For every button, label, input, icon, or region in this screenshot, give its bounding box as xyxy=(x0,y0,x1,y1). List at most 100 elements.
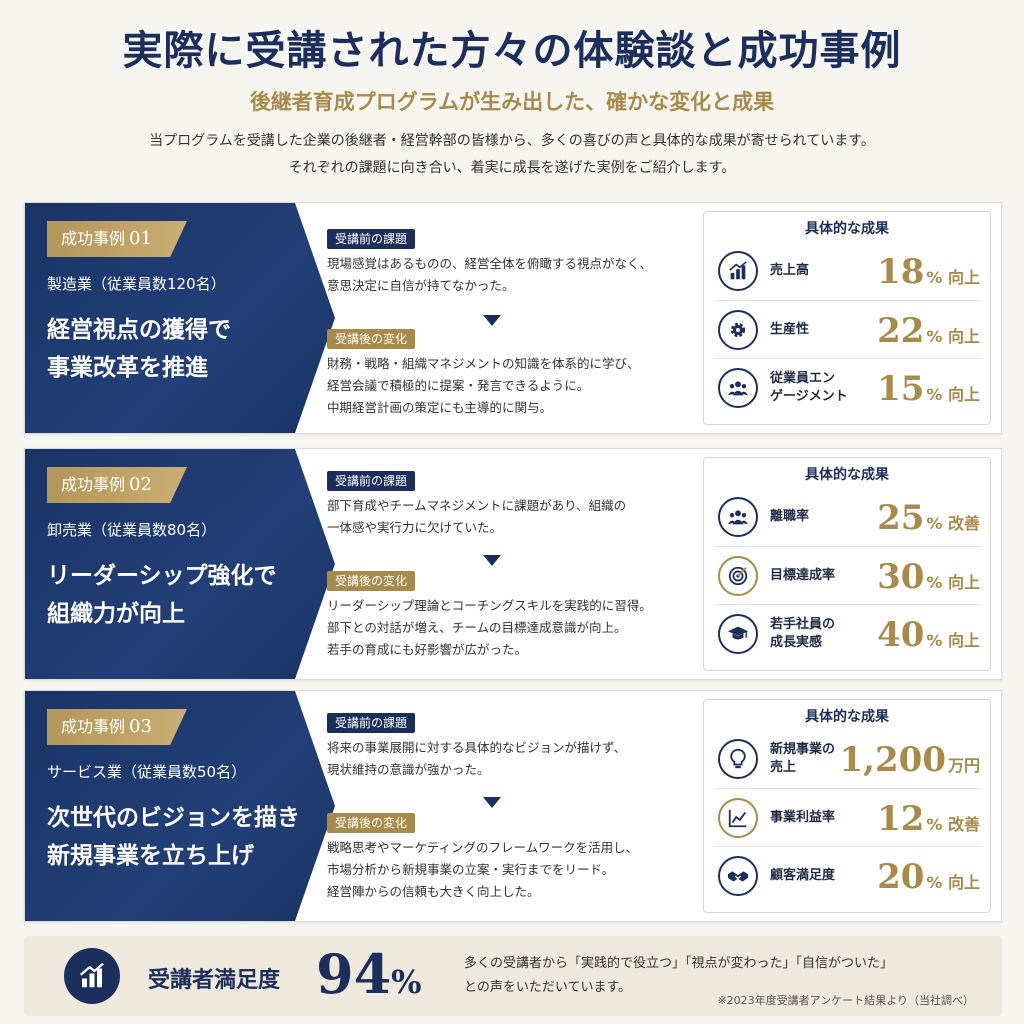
result-row: 新規事業の 売上 1,200 万円 xyxy=(714,730,982,788)
result-label: 目標達成率 xyxy=(770,568,836,583)
case-card-02: 成功事例 02 卸売業（従業員数80名） リーダーシップ強化で 組織力が向上 受講… xyxy=(24,448,1002,680)
text-line: 現状維持の意識が強かった。 xyxy=(327,762,490,777)
result-value: 18% 向上 xyxy=(877,252,980,292)
results-title: 具体的な成果 xyxy=(805,467,889,483)
intro-line: 当プログラムを受講した企業の後継者・経営幹部の皆様から、多くの喜びの声と具体的な… xyxy=(149,133,875,149)
text-line: 中期経営計画の策定にも主導的に関与。 xyxy=(327,400,553,415)
result-row: 離職率 25% 改善 xyxy=(714,488,982,546)
page-title: 実際に受講された方々の体験談と成功事例 xyxy=(122,27,902,74)
case-headline-line: 経営視点の獲得で xyxy=(47,317,231,343)
results-title: 具体的な成果 xyxy=(805,709,889,725)
satisfaction-value: 94% xyxy=(316,942,422,1006)
case-headline-line: 次世代のビジョンを描き xyxy=(47,805,300,831)
down-arrow-icon xyxy=(483,797,501,808)
results-title: 具体的な成果 xyxy=(805,221,889,237)
case-card-01: 成功事例 01 製造業（従業員数120名） 経営視点の獲得で 事業改革を推進 受講… xyxy=(24,202,1002,434)
text-line: 意思決定に自信が持てなかった。 xyxy=(327,278,515,293)
case-tag-label: 成功事例 xyxy=(61,475,126,494)
text-line: 部下育成やチームマネジメントに課題があり、組織の xyxy=(327,498,627,513)
people-icon xyxy=(718,497,758,537)
satisfaction-label: 受講者満足度 xyxy=(148,968,281,993)
case-headline: 経営視点の獲得で 事業改革を推進 xyxy=(47,311,317,387)
down-arrow-icon xyxy=(483,315,501,326)
handshake-icon xyxy=(718,856,758,896)
before-text: 将来の事業展開に対する具体的なビジョンが描けず、 現状維持の意識が強かった。 xyxy=(327,737,687,781)
case-headline-line: 事業改革を推進 xyxy=(47,355,208,381)
result-value: 1,200 万円 xyxy=(839,740,980,780)
case-industry: 卸売業（従業員数80名） xyxy=(47,521,217,539)
case-tag: 成功事例 01 xyxy=(47,221,187,257)
case-headline-line: 組織力が向上 xyxy=(47,601,185,627)
results-box: 具体的な成果 離職率 25% 改善 目標達成率 30% 向上 若手社員の 成長実感… xyxy=(703,457,991,671)
result-value: 30% 向上 xyxy=(877,557,980,597)
text-line: 財務・戦略・組織マネジメントの知識を体系的に学び、 xyxy=(327,356,640,371)
after-badge: 受講後の変化 xyxy=(327,813,416,833)
after-badge: 受講後の変化 xyxy=(327,571,416,591)
case-number: 01 xyxy=(129,228,152,249)
result-label: 事業利益率 xyxy=(770,810,836,825)
satisfaction-banner: 受講者満足度 94% 多くの受講者から「実践的で役立つ」「視点が変わった」「自信… xyxy=(24,936,1002,1016)
text-line: 若手の育成にも好影響が広がった。 xyxy=(327,642,528,657)
before-badge: 受講前の課題 xyxy=(327,471,416,491)
case-industry: サービス業（従業員数50名） xyxy=(47,763,247,781)
text-line: 一体感や実行力に欠けていた。 xyxy=(327,520,503,535)
satisfaction-comment: 多くの受講者から「実践的で役立つ」「視点が変わった」「自信がついた」 との声をい… xyxy=(464,952,984,1000)
text-line: 戦略思考やマーケティングのフレームワークを活用し、 xyxy=(327,840,639,855)
case-number: 03 xyxy=(129,716,152,737)
case-headline: 次世代のビジョンを描き 新規事業を立ち上げ xyxy=(47,799,332,875)
target-icon xyxy=(718,556,758,596)
result-value: 15% 向上 xyxy=(877,369,980,409)
result-label: 従業員エン ゲージメント xyxy=(770,371,848,404)
result-value: 20% 向上 xyxy=(877,857,980,897)
text-line: 経営会議で積極的に提案・発言できるように。 xyxy=(327,378,590,393)
lightbulb-icon xyxy=(718,739,758,779)
text-line: 市場分析から新規事業の立案・実行までをリード。 xyxy=(327,862,615,877)
result-label: 生産性 xyxy=(770,322,810,337)
case-tag-label: 成功事例 xyxy=(61,229,126,248)
case-number: 02 xyxy=(129,474,152,495)
result-value: 12% 改善 xyxy=(877,799,980,839)
before-badge: 受講前の課題 xyxy=(327,713,416,733)
case-tag: 成功事例 02 xyxy=(47,467,187,503)
intro-text: 当プログラムを受講した企業の後継者・経営幹部の皆様から、多くの喜びの声と具体的な… xyxy=(0,128,1024,182)
people-icon xyxy=(718,368,758,408)
case-card-03: 成功事例 03 サービス業（従業員数50名） 次世代のビジョンを描き 新規事業を立… xyxy=(24,690,1002,922)
result-row: 売上高 18% 向上 xyxy=(714,242,982,300)
result-row: 従業員エン ゲージメント 15% 向上 xyxy=(714,358,982,416)
case-tag-label: 成功事例 xyxy=(61,717,126,736)
bar-chart-icon xyxy=(718,251,758,291)
result-value: 22% 向上 xyxy=(877,311,980,351)
after-text: リーダーシップ理論とコーチングスキルを実践的に習得。 部下との対話が増え、チーム… xyxy=(327,595,687,661)
page-subtitle: 後継者育成プログラムが生み出した、確かな変化と成果 xyxy=(249,90,775,114)
before-text: 現場感覚はあるものの、経営全体を俯瞰する視点がなく、 意思決定に自信が持てなかっ… xyxy=(327,253,687,297)
result-label: 若手社員の 成長実感 xyxy=(770,617,836,650)
after-badge: 受講後の変化 xyxy=(327,329,416,349)
text-line: 多くの受講者から「実践的で役立つ」「視点が変わった」「自信がついた」 xyxy=(464,956,894,971)
result-row: 目標達成率 30% 向上 xyxy=(714,546,982,604)
result-label: 顧客満足度 xyxy=(770,868,836,883)
case-headline-line: リーダーシップ強化で xyxy=(47,563,277,589)
before-badge: 受講前の課題 xyxy=(327,229,416,249)
result-label: 離職率 xyxy=(770,509,810,524)
results-box: 具体的な成果 新規事業の 売上 1,200 万円 事業利益率 12% 改善 顧客満足… xyxy=(703,699,991,913)
line-chart-icon xyxy=(718,798,758,838)
text-line: 現場感覚はあるものの、経営全体を俯瞰する視点がなく、 xyxy=(327,256,653,271)
after-text: 戦略思考やマーケティングのフレームワークを活用し、 市場分析から新規事業の立案・… xyxy=(327,837,687,903)
result-row: 生産性 22% 向上 xyxy=(714,300,982,358)
case-industry: 製造業（従業員数120名） xyxy=(47,275,226,293)
result-label: 売上高 xyxy=(770,263,810,278)
case-tag: 成功事例 03 xyxy=(47,709,187,745)
text-line: 経営陣からの信頼も大きく向上した。 xyxy=(327,884,540,899)
before-text: 部下育成やチームマネジメントに課題があり、組織の 一体感や実行力に欠けていた。 xyxy=(327,495,687,539)
result-row: 若手社員の 成長実感 40% 向上 xyxy=(714,604,982,662)
intro-line: それぞれの課題に向き合い、着実に成長を遂げた実例をご紹介します。 xyxy=(288,160,736,176)
graduation-cap-icon xyxy=(718,614,758,654)
survey-note: ※2023年度受講者アンケート結果より（当社調べ） xyxy=(717,994,974,1007)
result-row: 事業利益率 12% 改善 xyxy=(714,788,982,846)
result-value: 40% 向上 xyxy=(877,615,980,655)
result-row: 顧客満足度 20% 向上 xyxy=(714,846,982,904)
text-line: 部下との対話が増え、チームの目標達成意識が向上。 xyxy=(327,620,627,635)
text-line: との声をいただいています。 xyxy=(464,980,632,995)
gear-icon xyxy=(718,310,758,350)
text-line: リーダーシップ理論とコーチングスキルを実践的に習得。 xyxy=(327,598,652,613)
